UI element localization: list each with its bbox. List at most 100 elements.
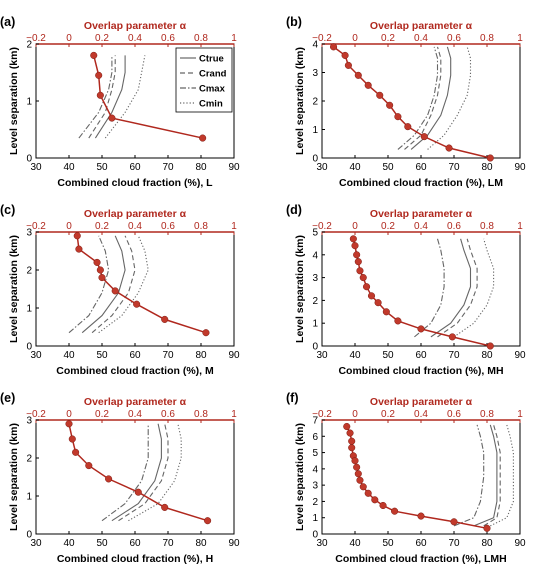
- alpha-point: [356, 267, 364, 275]
- alpha-point: [354, 258, 362, 266]
- series-line-cmin: [98, 235, 149, 334]
- alpha-point: [68, 435, 76, 443]
- y-axis-title: Level separation (km): [294, 235, 306, 343]
- alpha-tick-label: 1: [517, 33, 523, 44]
- x-tick-label: 50: [382, 538, 394, 549]
- x-axis-title: Combined cloud fraction (%), MH: [338, 365, 503, 377]
- alpha-point: [486, 342, 494, 350]
- x-tick-label: 50: [382, 162, 394, 173]
- y-tick-label: 3: [26, 416, 32, 427]
- alpha-tick-label: 0.4: [414, 33, 428, 44]
- y-tick-label: 7: [312, 416, 318, 427]
- alpha-tick-label: 0: [352, 221, 358, 232]
- x-tick-label: 80: [195, 162, 207, 173]
- x-tick-label: 50: [96, 538, 108, 549]
- x-tick-label: 30: [316, 350, 328, 361]
- alpha-tick-label: 1: [517, 221, 523, 232]
- panel-label: (b): [286, 15, 302, 29]
- series-line-cmin: [128, 423, 182, 522]
- x-tick-label: 70: [448, 538, 460, 549]
- alpha-tick-label: 0: [352, 409, 358, 420]
- series-line-cmin: [427, 46, 472, 150]
- x-axis-title: Combined cloud fraction (%), LM: [339, 177, 503, 189]
- series-line-crand: [88, 55, 116, 139]
- alpha-point: [353, 463, 361, 471]
- alpha-point: [394, 113, 402, 121]
- alpha-tick-label: 0.8: [194, 221, 208, 232]
- y-tick-label: 0: [26, 342, 32, 353]
- alpha-tick-label: 0: [66, 409, 72, 420]
- series-line-crand: [118, 423, 169, 522]
- x-tick-label: 60: [129, 538, 141, 549]
- alpha-point: [448, 333, 456, 341]
- alpha-point: [134, 488, 142, 496]
- y-tick-label: 1: [26, 97, 32, 108]
- alpha-point: [65, 420, 73, 428]
- x-tick-label: 90: [514, 162, 526, 173]
- alpha-tick-label: 0.2: [381, 409, 395, 420]
- alpha-point: [344, 61, 352, 69]
- alpha-tick-label: 0.6: [161, 409, 175, 420]
- alpha-tick-label: 0.4: [128, 409, 142, 420]
- alpha-point: [351, 242, 359, 250]
- alpha-tick-label: 0.2: [95, 33, 109, 44]
- y-tick-label: 4: [312, 250, 318, 261]
- series-line-cmax: [78, 55, 113, 139]
- y-tick-label: 3: [312, 481, 318, 492]
- x-axis-title: Combined cloud fraction (%), L: [57, 177, 213, 189]
- y-tick-label: 3: [26, 228, 32, 239]
- x-tick-label: 60: [415, 162, 427, 173]
- alpha-point: [105, 475, 113, 483]
- alpha-axis-title: Overlap parameter α: [370, 208, 473, 220]
- series-line-ctrue: [473, 424, 498, 527]
- panel-d: 30 40 50 60 70 80 90 −0.2 0 0.2 0.4 0.6 0.8 1 0 1 2 3 4 5 Ov…: [286, 203, 526, 377]
- alpha-tick-label: 0: [66, 221, 72, 232]
- x-tick-label: 70: [162, 538, 174, 549]
- alpha-point: [343, 422, 351, 431]
- alpha-line: [346, 426, 488, 530]
- x-tick-label: 30: [30, 162, 42, 173]
- alpha-point: [85, 462, 93, 470]
- y-tick-label: 0: [26, 154, 32, 165]
- alpha-point: [404, 123, 412, 131]
- series-line-cmin: [490, 424, 514, 527]
- plot-frame: [35, 419, 235, 535]
- alpha-tick-label: 0.8: [194, 409, 208, 420]
- series-line-cmin: [104, 55, 146, 139]
- alpha-axis-title: Overlap parameter α: [84, 208, 187, 220]
- panel-c: 30 40 50 60 70 80 90 −0.2 0 0.2 0.4 0.6 0.8 1 0 1 2 3 Over…: [0, 203, 240, 377]
- x-tick-label: 30: [316, 538, 328, 549]
- alpha-tick-label: 0.2: [381, 221, 395, 232]
- alpha-point: [346, 429, 354, 437]
- series-line-crand: [483, 424, 501, 527]
- panel-label: (d): [286, 203, 302, 217]
- y-tick-label: 0: [312, 154, 318, 165]
- y-tick-label: 3: [312, 68, 318, 79]
- x-axis-title: Combined cloud fraction (%), M: [56, 365, 214, 377]
- alpha-point: [359, 274, 367, 282]
- x-tick-label: 60: [415, 538, 427, 549]
- panel-a: 30 40 50 60 70 80 90 −0.2 0 0.2 0.4 0.6 0.8 1 0 1 2 Overl…: [0, 15, 240, 189]
- series-line-cmax: [68, 235, 110, 334]
- y-tick-label: 2: [312, 497, 318, 508]
- alpha-tick-label: 1: [517, 409, 523, 420]
- alpha-point: [391, 507, 399, 515]
- alpha-point: [483, 524, 491, 532]
- alpha-line: [333, 46, 491, 158]
- series-line-ctrue: [410, 46, 452, 150]
- alpha-tick-label: 0: [352, 33, 358, 44]
- alpha-point: [353, 251, 361, 259]
- alpha-point: [445, 144, 453, 152]
- panel-e: 30 40 50 60 70 80 90 −0.2 0 0.2 0.4 0.6 0.8 1 0 1 2 3 Over…: [0, 391, 240, 565]
- x-tick-label: 90: [228, 162, 240, 173]
- x-tick-label: 30: [30, 538, 42, 549]
- alpha-point: [351, 457, 359, 465]
- x-tick-label: 70: [448, 350, 460, 361]
- alpha-tick-label: 0.4: [128, 33, 142, 44]
- plot-frame: [35, 231, 235, 347]
- x-tick-label: 90: [228, 538, 240, 549]
- alpha-point: [73, 232, 81, 240]
- alpha-point: [348, 444, 356, 452]
- alpha-point: [374, 299, 382, 307]
- alpha-point: [367, 292, 376, 300]
